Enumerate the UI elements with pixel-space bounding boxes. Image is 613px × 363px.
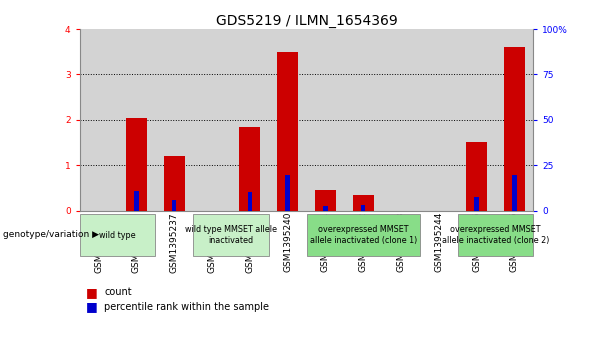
- Text: overexpressed MMSET
allele inactivated (clone 2): overexpressed MMSET allele inactivated (…: [442, 225, 549, 245]
- Bar: [193, 214, 268, 256]
- Bar: [361, 205, 365, 211]
- Bar: [285, 175, 290, 211]
- Bar: [80, 214, 155, 256]
- Bar: [277, 52, 298, 211]
- Text: overexpressed MMSET
allele inactivated (clone 1): overexpressed MMSET allele inactivated (…: [310, 225, 417, 245]
- Text: genotype/variation ▶: genotype/variation ▶: [3, 230, 99, 238]
- Bar: [248, 192, 252, 211]
- Title: GDS5219 / ILMN_1654369: GDS5219 / ILMN_1654369: [216, 14, 397, 28]
- Bar: [474, 197, 479, 211]
- Bar: [268, 29, 306, 211]
- Bar: [240, 127, 260, 211]
- Text: ■: ■: [86, 286, 97, 299]
- Bar: [315, 190, 336, 211]
- Bar: [323, 206, 328, 211]
- Bar: [193, 29, 231, 211]
- Bar: [466, 143, 487, 211]
- Bar: [420, 29, 458, 211]
- Bar: [345, 29, 382, 211]
- Bar: [231, 29, 268, 211]
- Bar: [382, 29, 420, 211]
- Bar: [164, 156, 185, 211]
- Bar: [155, 29, 193, 211]
- Bar: [353, 195, 373, 211]
- Bar: [80, 29, 118, 211]
- Bar: [504, 47, 525, 211]
- Text: wild type MMSET allele
inactivated: wild type MMSET allele inactivated: [185, 225, 277, 245]
- Text: wild type: wild type: [99, 231, 136, 240]
- Bar: [495, 29, 533, 211]
- Bar: [458, 29, 495, 211]
- Bar: [458, 214, 533, 256]
- Bar: [126, 118, 147, 211]
- Bar: [118, 29, 155, 211]
- Text: ■: ■: [86, 300, 97, 313]
- Bar: [134, 191, 139, 211]
- Text: count: count: [104, 287, 132, 297]
- Bar: [172, 200, 177, 211]
- Text: percentile rank within the sample: percentile rank within the sample: [104, 302, 269, 312]
- Bar: [306, 214, 420, 256]
- Bar: [512, 175, 517, 211]
- Bar: [306, 29, 345, 211]
